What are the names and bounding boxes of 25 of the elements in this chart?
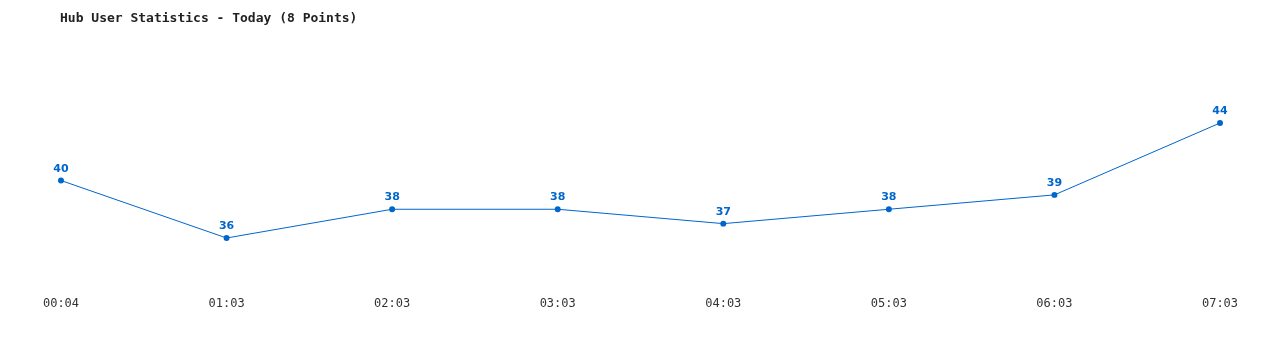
- x-tick-label: 03:03: [539, 296, 576, 310]
- point: [1217, 120, 1223, 126]
- x-tick-label: 07:03: [1201, 296, 1239, 310]
- point: [1051, 191, 1058, 198]
- x-tick-label: 02:03: [374, 296, 411, 310]
- x-tick-label: 05:03: [870, 296, 907, 310]
- x-tick-label: 01:03: [208, 296, 245, 310]
- data-label: 39: [1046, 175, 1063, 189]
- x-tick-label: 00:04: [42, 296, 80, 310]
- point: [389, 206, 396, 213]
- data-label: 40: [53, 161, 69, 175]
- point: [223, 235, 230, 241]
- point: [554, 206, 561, 213]
- data-label: 37: [715, 204, 731, 218]
- data-label: 38: [550, 190, 566, 204]
- data-label: 36: [218, 219, 235, 232]
- data-label: 44: [1212, 104, 1228, 117]
- x-tick-label: 06:03: [1036, 296, 1073, 310]
- point: [58, 177, 64, 184]
- chart-title: Hub User Statistics - Today (8 Points): [60, 10, 358, 25]
- point: [885, 206, 892, 213]
- point: [720, 220, 727, 227]
- data-label: 38: [881, 190, 897, 204]
- data-label: 38: [384, 190, 400, 204]
- x-tick-label: 04:03: [705, 296, 742, 310]
